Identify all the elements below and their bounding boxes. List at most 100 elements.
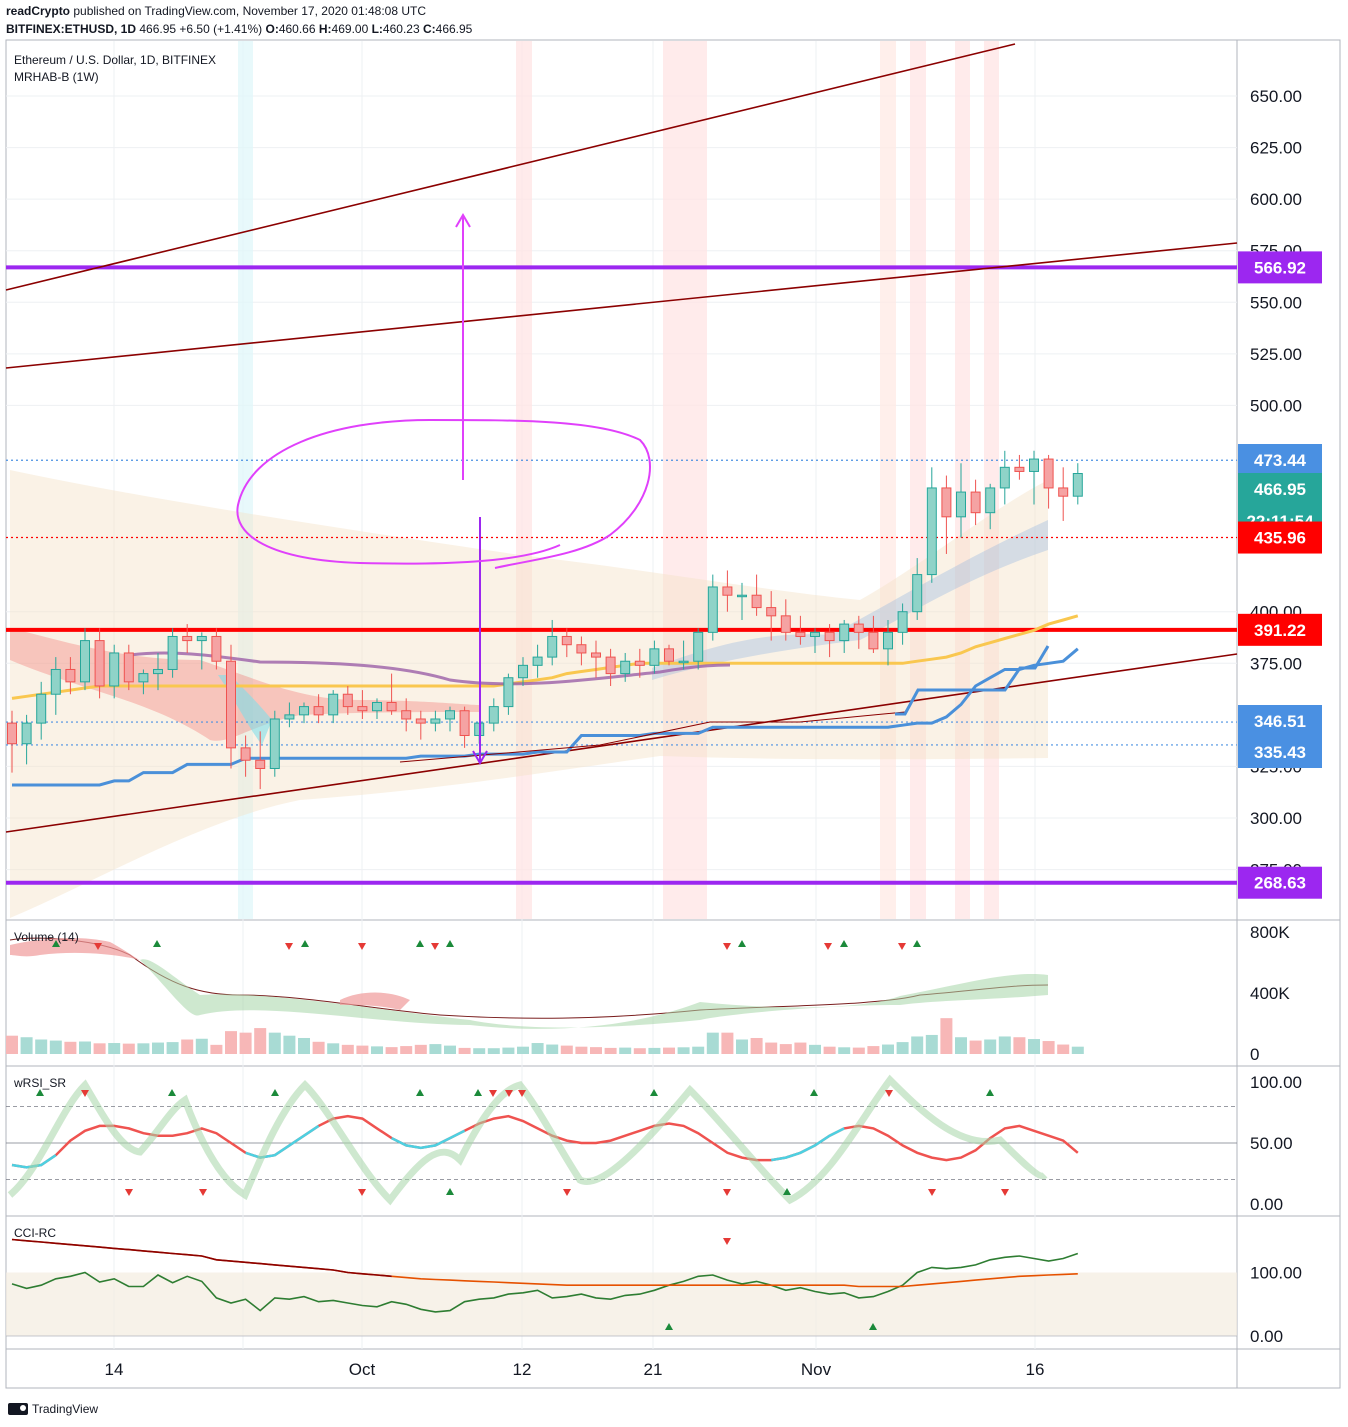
volume-bar: [356, 1045, 369, 1054]
candle-body: [751, 594, 762, 609]
volume-bar: [867, 1046, 880, 1054]
volume-bar: [181, 1039, 194, 1054]
volume-bar: [268, 1032, 281, 1054]
volume-bar: [531, 1043, 544, 1054]
volume-bar: [137, 1043, 150, 1054]
cci-tick-label: 0.00: [1250, 1327, 1283, 1346]
highlight-column: [910, 41, 926, 919]
volume-bar: [414, 1044, 427, 1054]
signal-up-icon: [52, 940, 60, 947]
candle-body: [707, 586, 718, 633]
candle-body: [109, 652, 120, 687]
volume-bar: [1071, 1046, 1084, 1054]
price-badges[interactable]: 566.92473.44466.9522:11:54435.96391.2234…: [1238, 251, 1322, 899]
volume-bar: [20, 1037, 33, 1054]
wrsi-pane: [6, 1074, 1237, 1206]
candle-body: [1072, 473, 1083, 497]
close-value: 466.95: [435, 22, 473, 36]
highlight-ellipse: [236, 418, 651, 569]
candle-body: [211, 635, 222, 662]
volume-bar: [254, 1028, 267, 1054]
candle-body: [970, 491, 981, 514]
price-tick-label: 525.00: [1250, 345, 1302, 364]
signal-down-icon: [125, 1189, 133, 1196]
price-badge-label: 268.63: [1254, 874, 1306, 893]
volume-bar: [79, 1041, 91, 1054]
highlight-column: [880, 41, 896, 919]
volume-bar: [590, 1047, 602, 1054]
moving-averages: [11, 614, 1079, 787]
footer-brand[interactable]: TradingView: [8, 1402, 98, 1416]
cci-zone: [6, 1272, 1237, 1336]
trendline: [5, 653, 1238, 833]
candle-body: [372, 701, 382, 712]
volume-bar: [648, 1047, 661, 1054]
signal-up-icon: [446, 940, 454, 947]
signal-up-icon: [416, 1089, 424, 1096]
volume-green-band: [140, 959, 1048, 1029]
price-badge: [1238, 473, 1322, 505]
price-badge: [1238, 613, 1322, 646]
candle-body: [853, 623, 864, 633]
signal-down-icon: [199, 1189, 207, 1196]
signal-up-icon: [840, 940, 848, 947]
volume-bar: [663, 1047, 675, 1054]
high-label: H:: [318, 22, 332, 36]
candle-body: [94, 640, 105, 687]
signal-up-icon: [665, 1323, 673, 1330]
candlesticks[interactable]: [7, 450, 1083, 790]
volume-bar: [1042, 1041, 1055, 1054]
wrsi-pane-title: wRSI_SR: [13, 1076, 66, 1090]
signal-up-icon: [474, 1089, 482, 1096]
cci-tick-label: 100.00: [1250, 1264, 1302, 1283]
volume-bar: [882, 1044, 894, 1054]
price-tick-label: 300.00: [1250, 809, 1302, 828]
rsi-signal-line-bull: [245, 1124, 320, 1159]
candle-body: [1014, 466, 1025, 472]
candle-body: [518, 664, 528, 679]
volume-bar: [195, 1038, 208, 1054]
candle-body: [357, 706, 368, 712]
price-badge-label: 566.92: [1254, 258, 1306, 277]
volume-bar: [633, 1048, 646, 1054]
candle-body: [985, 487, 996, 514]
candle-body: [839, 623, 850, 642]
price-tick-label: 600.00: [1250, 190, 1302, 209]
volume-bar: [327, 1043, 340, 1054]
cloud-band: [10, 470, 1048, 918]
candle-body: [605, 656, 616, 675]
candle-body: [912, 574, 923, 613]
publish-info: published on TradingView.com, November 1…: [70, 4, 427, 18]
volume-bar: [779, 1044, 792, 1054]
low-label: L:: [371, 22, 383, 36]
signal-up-icon: [783, 1188, 791, 1195]
highlight-column: [984, 41, 999, 919]
signal-down-icon: [723, 1189, 731, 1196]
highlight-column: [955, 41, 970, 919]
volume-bar: [166, 1042, 179, 1054]
candle-body: [503, 677, 514, 708]
candle-body: [737, 594, 747, 598]
candle-body: [897, 611, 908, 633]
open-label: O:: [265, 22, 279, 36]
signal-down-icon: [285, 943, 293, 950]
candle-body: [766, 607, 777, 617]
candle-body: [240, 747, 251, 761]
signal-up-icon: [36, 1089, 44, 1096]
price-badge: [1238, 521, 1322, 554]
candle-body: [1029, 458, 1039, 472]
volume-bar: [750, 1037, 763, 1054]
candle-body: [1058, 487, 1069, 497]
price-badge: [1238, 736, 1322, 768]
drawings[interactable]: [236, 213, 651, 765]
volume-bar: [984, 1039, 997, 1054]
volume-bar: [517, 1046, 529, 1054]
volume-bar: [225, 1031, 237, 1054]
signal-down-icon: [928, 1189, 936, 1196]
candle-body: [7, 722, 17, 745]
trendlines[interactable]: [5, 43, 1238, 833]
candle-body: [532, 656, 543, 666]
volume-bar: [838, 1047, 851, 1054]
volume-bar: [122, 1043, 135, 1054]
